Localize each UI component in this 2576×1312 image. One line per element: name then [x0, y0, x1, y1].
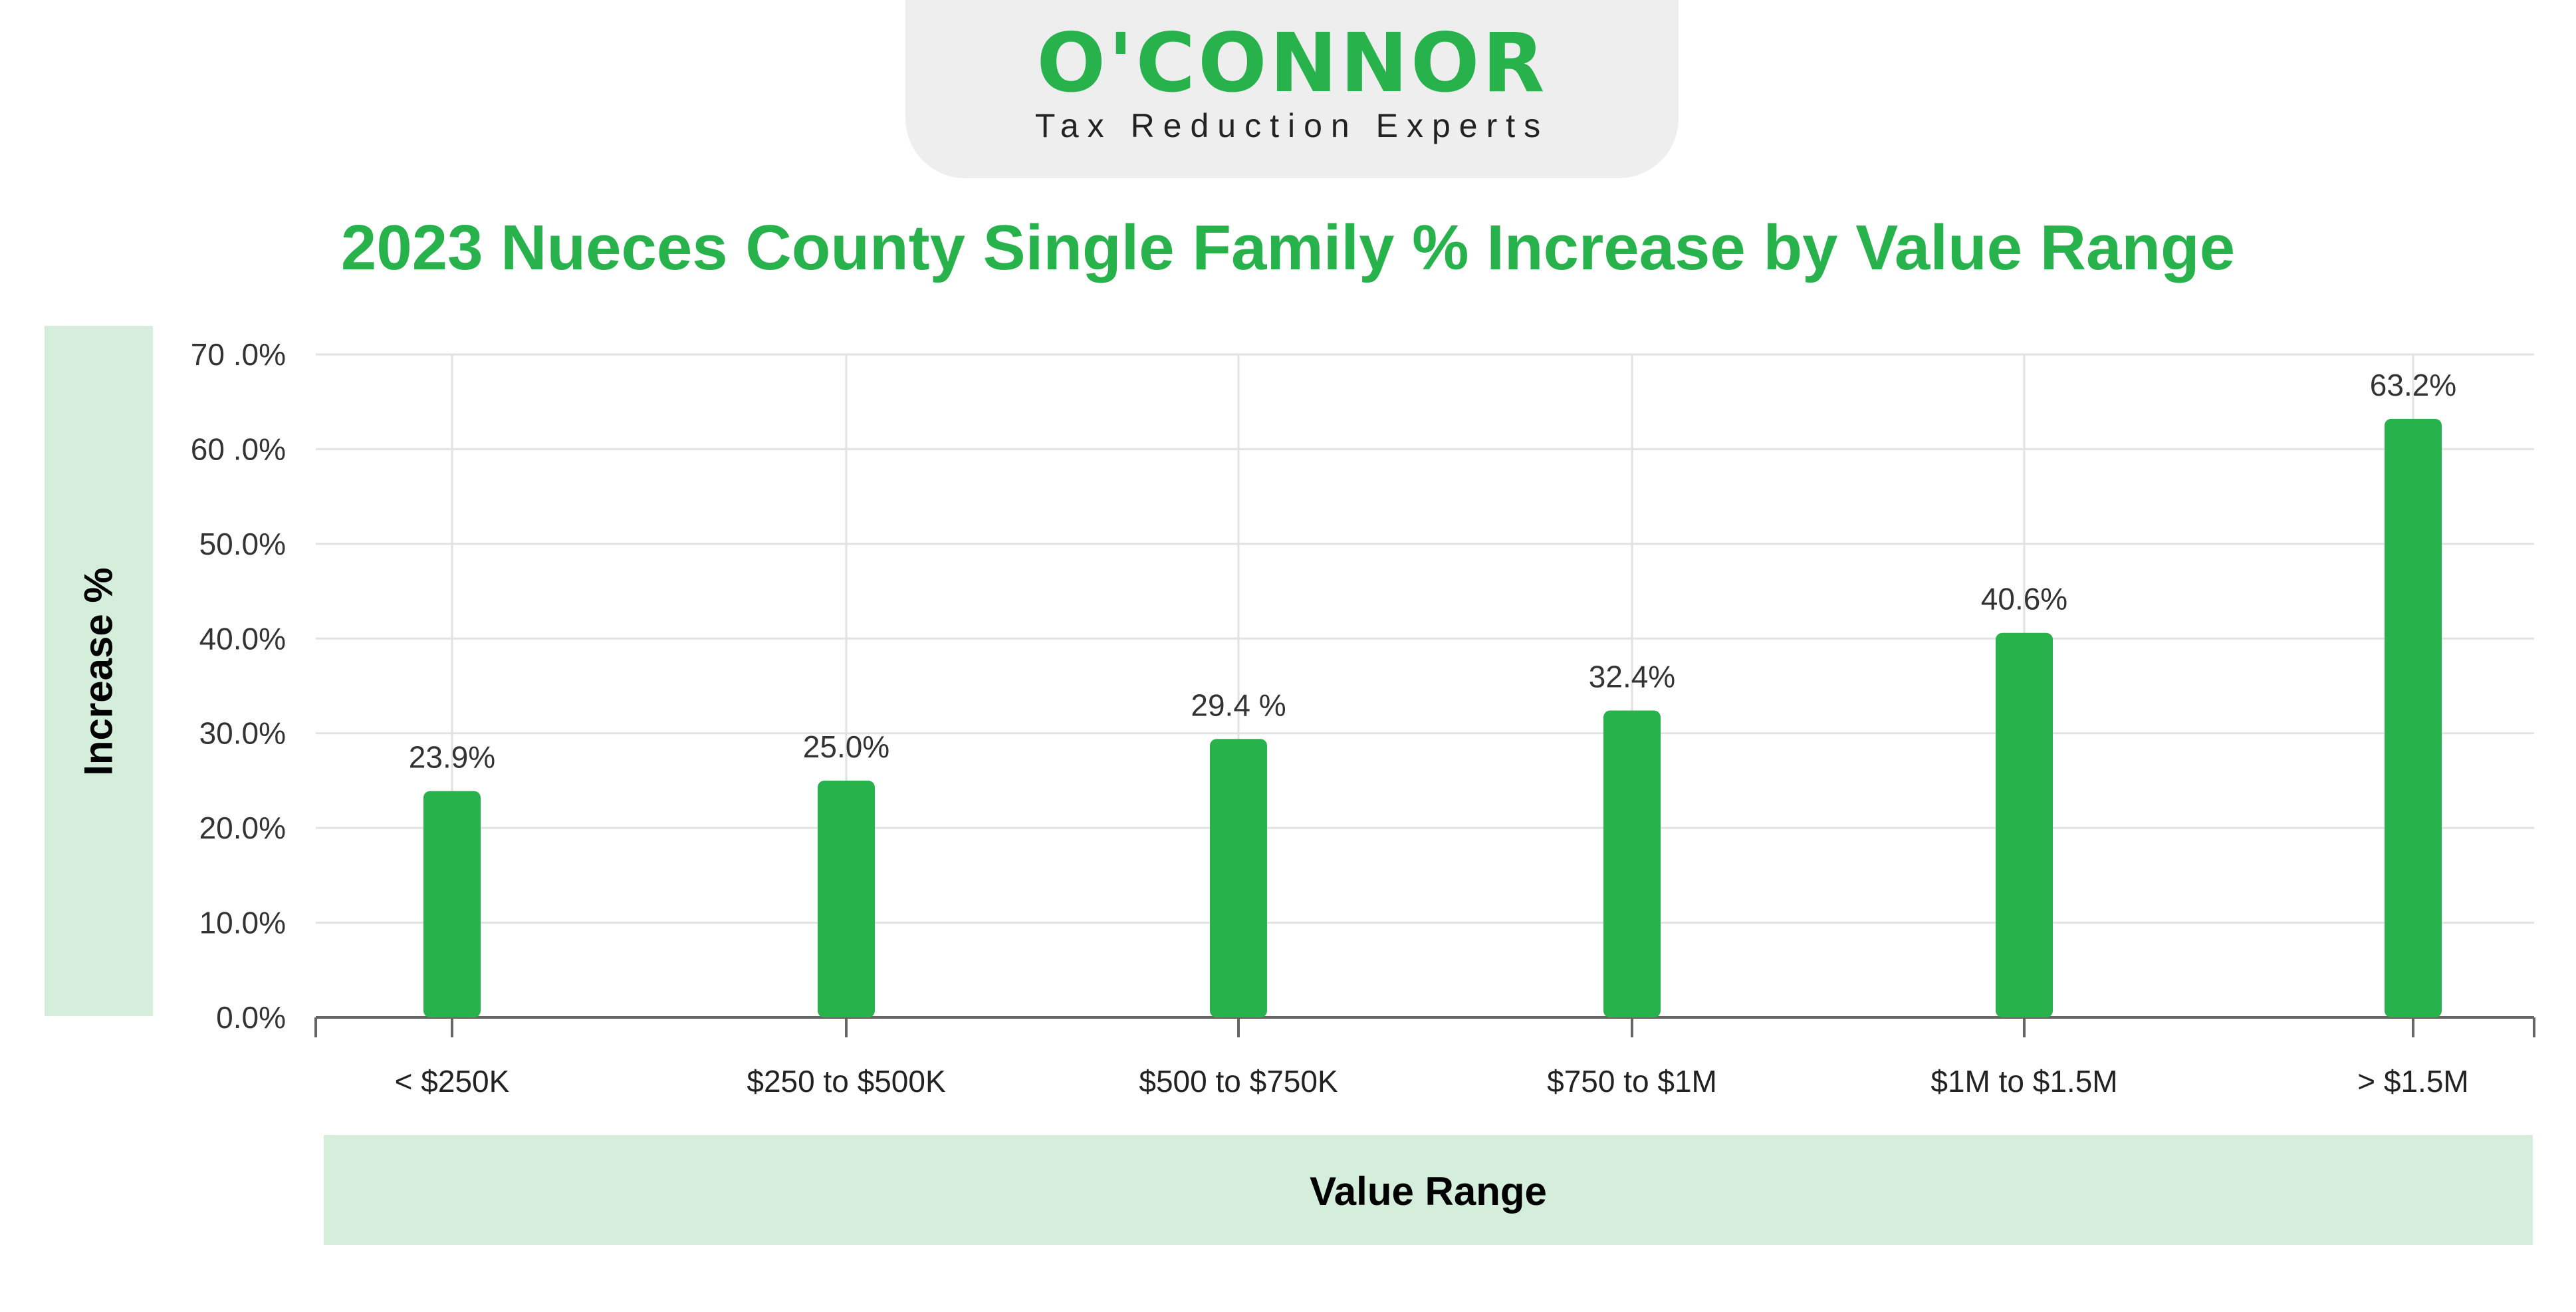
bar: [1996, 632, 2053, 1017]
y-tick-label: 20.0%: [199, 811, 286, 845]
bar: [818, 780, 875, 1017]
y-tick-label: 10.0%: [199, 906, 286, 940]
bar: [2385, 418, 2442, 1017]
data-label: 32.4%: [1589, 660, 1675, 694]
logo-banner: O'CONNOR Tax Reduction Experts: [905, 0, 1679, 178]
y-tick-label: 60 .0%: [191, 432, 286, 466]
x-tick-label: $1M to $1.5M: [1931, 1064, 2117, 1099]
data-label: 40.6%: [1981, 582, 2067, 616]
chart-title: 2023 Nueces County Single Family % Incre…: [340, 212, 2236, 283]
y-tick-label: 50.0%: [199, 527, 286, 561]
y-tick-label: 0.0%: [216, 1000, 286, 1035]
x-axis-label: Value Range: [1310, 1169, 1547, 1214]
bar: [1603, 710, 1661, 1017]
oconnor-logo: O'CONNOR: [1036, 16, 1548, 110]
logo-tagline: Tax Reduction Experts: [1034, 107, 1550, 144]
bar: [423, 791, 481, 1017]
data-label: 25.0%: [803, 729, 889, 764]
x-tick-label: $250 to $500K: [747, 1064, 946, 1099]
bar: [1210, 739, 1267, 1017]
data-label: 63.2%: [2370, 368, 2456, 402]
data-label: 29.4 %: [1191, 688, 1286, 722]
x-tick-label: < $250K: [395, 1064, 510, 1099]
x-axis-label-panel: Value Range: [324, 1135, 2533, 1245]
x-tick-label: > $1.5M: [2357, 1064, 2469, 1099]
x-tick-label: $500 to $750K: [1139, 1064, 1338, 1099]
data-label: 23.9%: [409, 740, 495, 775]
y-axis-label-panel: [45, 326, 153, 1016]
y-tick-label: 70 .0%: [191, 337, 286, 372]
y-tick-label: 30.0%: [199, 716, 286, 751]
x-tick-label: $750 to $1M: [1547, 1064, 1717, 1099]
y-tick-label: 40.0%: [199, 621, 286, 656]
